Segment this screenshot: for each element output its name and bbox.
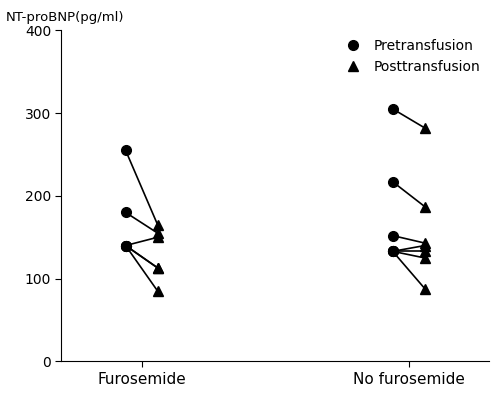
Text: NT-proBNP(pg/ml): NT-proBNP(pg/ml) <box>6 11 124 23</box>
Legend: Pretransfusion, Posttransfusion: Pretransfusion, Posttransfusion <box>334 33 486 79</box>
